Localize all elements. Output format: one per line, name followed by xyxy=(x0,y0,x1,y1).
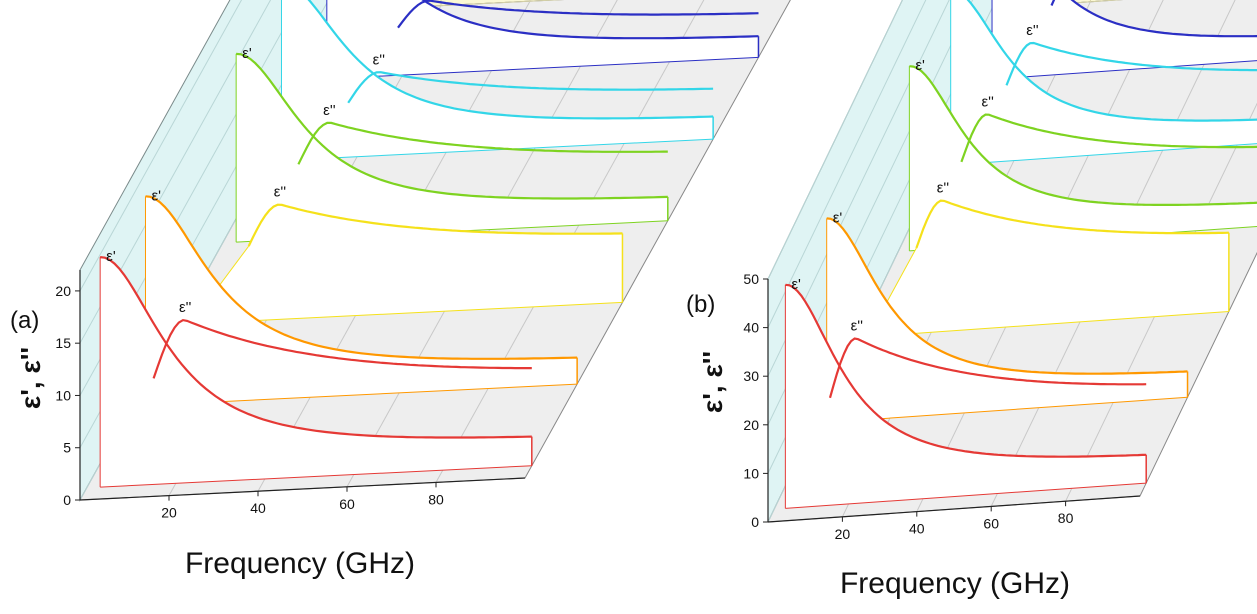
eps-double-label: ε'' xyxy=(981,94,994,111)
panel-label: (b) xyxy=(686,291,715,318)
eps-double-label: ε'' xyxy=(179,299,192,316)
x-tick-label: 80 xyxy=(1058,510,1074,526)
eps-double-label: ε'' xyxy=(851,317,864,334)
x-axis-title: Frequency (GHz) xyxy=(840,567,1070,600)
x-tick-label: 40 xyxy=(909,521,925,537)
y-axis-title: ε', ε'' xyxy=(15,347,46,409)
y-tick-label: 50 xyxy=(743,271,759,287)
eps-prime-label: ε' xyxy=(915,57,925,74)
eps-double-label: ε'' xyxy=(937,180,950,197)
x-axis-title: Frequency (GHz) xyxy=(185,547,415,580)
eps-prime-label: ε' xyxy=(833,209,843,226)
y-tick-label: 0 xyxy=(751,514,759,530)
panel-a: ε'ε''ε'ε''ε'ε''ε''ε'ε'ε''051015202040608… xyxy=(10,0,797,580)
x-tick-label: 20 xyxy=(161,505,177,521)
x-tick-label: 60 xyxy=(339,496,355,512)
x-tick-label: 20 xyxy=(835,526,851,542)
y-axis-title: ε', ε'' xyxy=(697,351,728,413)
eps-double-label: ε'' xyxy=(274,184,287,201)
eps-prime-label: ε' xyxy=(242,45,252,62)
x-tick-label: 60 xyxy=(983,515,999,531)
y-tick-label: 15 xyxy=(55,335,71,351)
y-tick-label: 10 xyxy=(55,387,71,403)
y-tick-label: 10 xyxy=(743,465,759,481)
panel-label: (a) xyxy=(10,307,39,334)
eps-double-label: ε'' xyxy=(373,51,386,68)
eps-double-label: ε'' xyxy=(323,102,336,119)
y-tick-label: 20 xyxy=(743,417,759,433)
eps-prime-label: ε' xyxy=(151,187,161,204)
y-tick-label: 0 xyxy=(63,492,71,508)
eps-prime-label: ε' xyxy=(106,248,116,265)
eps-prime-label: ε' xyxy=(791,276,801,293)
x-tick-label: 40 xyxy=(250,500,266,516)
y-tick-label: 5 xyxy=(63,440,71,456)
y-tick-label: 20 xyxy=(55,283,71,299)
y-tick-label: 30 xyxy=(743,368,759,384)
x-tick-label: 80 xyxy=(428,491,444,507)
eps-double-label: ε'' xyxy=(1026,22,1039,39)
panel-b: ε'ε''ε'ε''ε'ε''ε''ε'ε'ε''010203040502040… xyxy=(686,0,1257,600)
y-tick-label: 40 xyxy=(743,320,759,336)
